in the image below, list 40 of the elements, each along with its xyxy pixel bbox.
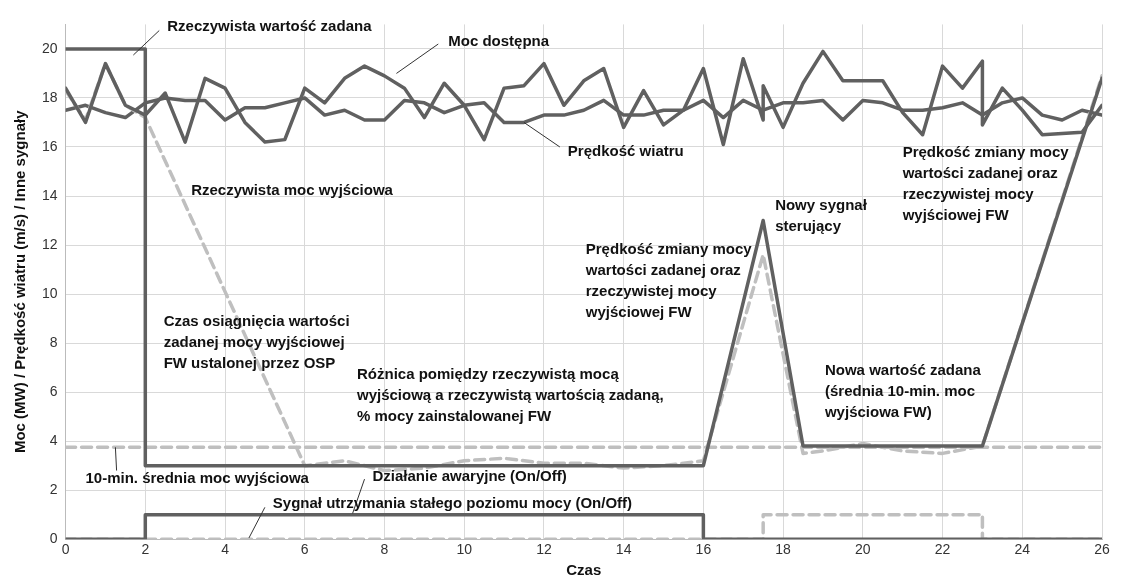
annotation: Nowa wartość zadana (średnia 10-min. moc wyjściowa FW) (823, 360, 982, 420)
x-tick-label: 26 (1094, 541, 1110, 558)
y-tick-label: 8 (49, 333, 58, 350)
annotation: Czas osiągnięcia wartości zadanej mocy wyjściowej FW ustalonej przez OSP (163, 312, 350, 372)
annotation: Nowy sygnał sterujący (775, 195, 868, 234)
x-tick-label: 0 (61, 541, 70, 558)
y-tick-label: 2 (49, 481, 58, 498)
x-tick-label: 18 (775, 541, 792, 558)
x-tick-label: 2 (141, 541, 150, 558)
series-label: Rzeczywista wartość zadana (167, 16, 373, 34)
x-tick-label: 14 (615, 541, 632, 558)
y-tick-label: 16 (41, 137, 58, 154)
series-label: Sygnał utrzymania stałego poziomu mocy (On/Off) (272, 493, 633, 511)
series-label: Prędkość wiatru (567, 142, 684, 160)
series-label: Rzeczywista moc wyjściowa (191, 181, 394, 199)
x-tick-label: 10 (456, 541, 473, 558)
x-axis-title: Czas (566, 561, 602, 579)
x-tick-label: 12 (536, 541, 552, 558)
x-tick-label: 16 (695, 541, 712, 558)
annotation: Prędkość zmiany mocy wartości zadanej oraz rzeczywistej mocy wyjściowej FW (901, 143, 1070, 224)
y-tick-label: 18 (41, 88, 58, 105)
y-axis-title: Moc (MW) / Prędkość wiatru (m/s) / Inne sygnały (11, 109, 29, 454)
x-tick-label: 8 (380, 541, 389, 558)
series-label: 10-min. średnia moc wyjściowa (85, 469, 310, 487)
x-tick-label: 22 (934, 541, 951, 558)
series-label: Moc dostępna (448, 31, 550, 49)
y-tick-label: 20 (41, 39, 58, 56)
annotation: Różnica pomiędzy rzeczywistą mocą wyjściową a rzeczywistą wartością zadaną, % mocy zainstalowanej FW (355, 365, 664, 425)
y-tick-label: 6 (49, 382, 58, 399)
y-tick-label: 14 (41, 186, 58, 203)
annotation: Prędkość zmiany mocy wartości zadanej oraz rzeczywistej mocy wyjściowej FW (584, 240, 753, 321)
y-tick-label: 12 (41, 235, 58, 252)
y-tick-label: 0 (49, 530, 58, 547)
y-tick-label: 10 (41, 284, 58, 301)
x-tick-label: 20 (855, 541, 871, 558)
y-tick-label: 4 (49, 432, 58, 448)
x-tick-label: 4 (221, 541, 230, 558)
x-tick-label: 6 (300, 541, 309, 558)
x-tick-label: 24 (1014, 541, 1031, 558)
text: Działanie awaryjne (On/Off) (372, 466, 567, 484)
